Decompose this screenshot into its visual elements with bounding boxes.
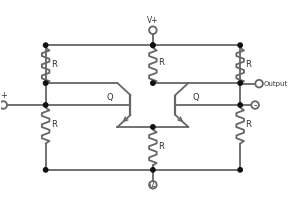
Text: R: R [51,120,56,129]
Circle shape [238,103,242,107]
Circle shape [44,43,48,47]
Circle shape [44,103,48,107]
Text: V-: V- [149,182,157,191]
Text: V+: V+ [147,16,159,25]
Circle shape [151,43,155,47]
Text: R: R [245,60,251,69]
Circle shape [151,81,155,85]
Circle shape [44,168,48,172]
Text: Output: Output [264,81,288,87]
Text: R: R [158,58,164,67]
Circle shape [151,43,155,47]
Text: Q: Q [192,93,199,102]
Circle shape [238,81,242,85]
Circle shape [238,43,242,47]
Text: -: - [254,100,257,110]
Circle shape [44,81,48,85]
Circle shape [151,125,155,129]
Text: R: R [158,142,164,151]
Circle shape [238,168,242,172]
Text: R: R [245,120,251,129]
Text: +: + [0,91,7,100]
Circle shape [151,168,155,172]
Text: Q: Q [107,93,113,102]
Text: R: R [51,60,56,69]
